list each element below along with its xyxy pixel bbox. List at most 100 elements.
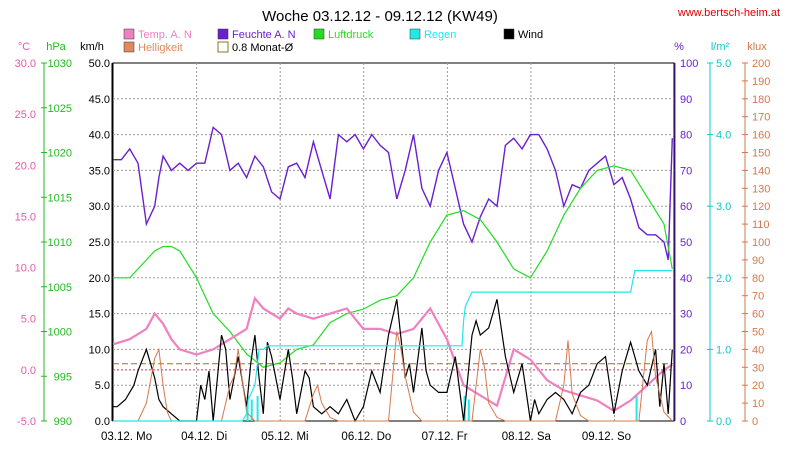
legend-label: Helligkeit [138, 42, 183, 54]
hum-tick-label: 50 [680, 237, 692, 249]
press-tick-label: 1000 [48, 327, 72, 339]
x-tick-label: 07.12. Fr [422, 431, 468, 443]
legend: Temp. A. N Feuchte A. N Luftdruck Regen Wind… [123, 28, 543, 54]
hum-tick-label: 90 [680, 94, 692, 106]
wind-tick-label: 10.0 [89, 344, 110, 356]
wind-tick-label: 25.0 [89, 237, 110, 249]
x-tick-label: 06.12. Do [341, 431, 391, 443]
press-tick-label: 1025 [48, 103, 72, 115]
wind-tick-label: 45.0 [89, 94, 110, 106]
hum-tick-label: 80 [680, 130, 692, 142]
series-feuchte-a-n [113, 126, 673, 261]
wind-tick-label: 20.0 [89, 273, 110, 285]
series-regen [113, 270, 673, 422]
wind-tick-label: 30.0 [89, 201, 110, 213]
light-tick-label: 150 [752, 148, 770, 160]
legend-label: 0.8 Monat-Ø [232, 42, 294, 54]
temp-tick-label: -5.0 [17, 416, 36, 428]
light-tick-label: 50 [752, 327, 764, 339]
rain-tick-label: 5.0 [716, 58, 731, 70]
x-tick-label: 05.12. Mi [261, 431, 308, 443]
press-unit-label: hPa [46, 41, 66, 53]
temp-tick-label: 20.0 [15, 160, 36, 172]
light-tick-label: 100 [752, 237, 770, 249]
legend-item: Luftdruck [313, 28, 374, 41]
light-tick-label: 40 [752, 344, 764, 356]
legend-item: Feuchte A. N [217, 28, 296, 41]
legend-item: Regen [409, 28, 456, 41]
light-tick-label: 170 [752, 112, 770, 124]
hum-tick-label: 100 [680, 58, 698, 70]
axes: 30.0 25.0 20.0 15.0 10.0 5.0 0.0 -5.0 10 30 1025 10… [15, 41, 771, 428]
light-tick-label: 60 [752, 309, 764, 321]
legend-swatch [313, 28, 325, 40]
hum-tick-label: 60 [680, 201, 692, 213]
rain-tick-label: 0.0 [716, 416, 731, 428]
light-tick-label: 10 [752, 398, 764, 410]
wind-tick-label: 40.0 [89, 130, 110, 142]
light-tick-label: 90 [752, 255, 764, 267]
legend-swatch [123, 41, 135, 53]
legend-item: Temp. A. N [123, 28, 192, 41]
wind-tick-label: 0.0 [95, 416, 110, 428]
press-tick-label: 1005 [48, 282, 72, 294]
series-group [112, 126, 674, 423]
wind-unit-label: km/h [80, 41, 104, 53]
light-tick-label: 70 [752, 291, 764, 303]
hum-tick-label: 70 [680, 165, 692, 177]
light-tick-label: 30 [752, 362, 764, 374]
light-tick-label: 0 [752, 416, 758, 428]
series-luftdruck [113, 165, 673, 368]
site-link[interactable]: www.bertsch-heim.at [677, 7, 780, 19]
rain-tick-label: 1.0 [716, 344, 731, 356]
temp-unit-label: °C [18, 41, 30, 53]
series-wind [113, 299, 673, 423]
rain-bar [467, 399, 470, 421]
light-tick-label: 200 [752, 58, 770, 70]
wind-tick-label: 35.0 [89, 165, 110, 177]
press-tick-label: 1020 [48, 148, 72, 160]
legend-swatch [123, 28, 135, 40]
press-tick-label: 1010 [48, 237, 72, 249]
light-tick-label: 140 [752, 165, 770, 177]
x-tick-label: 04.12. Di [181, 431, 227, 443]
legend-item: Wind [503, 28, 543, 41]
temp-tick-label: 25.0 [15, 109, 36, 121]
hum-tick-label: 40 [680, 273, 692, 285]
hum-tick-label: 10 [680, 380, 692, 392]
legend-swatch [409, 28, 421, 40]
temp-tick-label: 30.0 [15, 58, 36, 70]
legend-label: Luftdruck [328, 29, 374, 41]
x-tick-label: 03.12. Mo [101, 431, 152, 443]
hum-tick-label: 20 [680, 344, 692, 356]
rain-unit-label: l/m² [711, 41, 730, 53]
legend-item: Helligkeit [123, 41, 183, 54]
temp-tick-label: 5.0 [21, 314, 36, 326]
light-tick-label: 80 [752, 273, 764, 285]
wind-tick-label: 15.0 [89, 309, 110, 321]
wind-tick-label: 50.0 [89, 58, 110, 70]
hum-tick-label: 30 [680, 309, 692, 321]
light-tick-label: 160 [752, 130, 770, 142]
legend-swatch [503, 28, 515, 40]
chart-title: Woche 03.12.12 - 09.12.12 (KW49) [262, 8, 498, 25]
light-tick-label: 190 [752, 76, 770, 88]
press-tick-label: 1015 [48, 192, 72, 204]
legend-label: Wind [518, 29, 543, 41]
legend-label: Temp. A. N [138, 29, 192, 41]
rain-bar [635, 395, 638, 421]
legend-item: 0.8 Monat-Ø [217, 41, 294, 54]
press-tick-label: 990 [54, 416, 72, 428]
light-tick-label: 180 [752, 94, 770, 106]
series-temp-a-n [112, 295, 673, 413]
legend-label: Feuchte A. N [232, 29, 296, 41]
rain-bar [256, 395, 259, 421]
wind-tick-label: 5.0 [95, 380, 110, 392]
x-tick-label: 09.12. So [582, 431, 631, 443]
legend-swatch [217, 28, 229, 40]
x-axis-labels: 03.12. Mo 04.12. Di 05.12. Mi 06.12. Do 07.1… [101, 431, 631, 443]
temp-tick-label: 0.0 [21, 365, 36, 377]
legend-label: Regen [424, 29, 456, 41]
temp-tick-label: 10.0 [15, 263, 36, 275]
